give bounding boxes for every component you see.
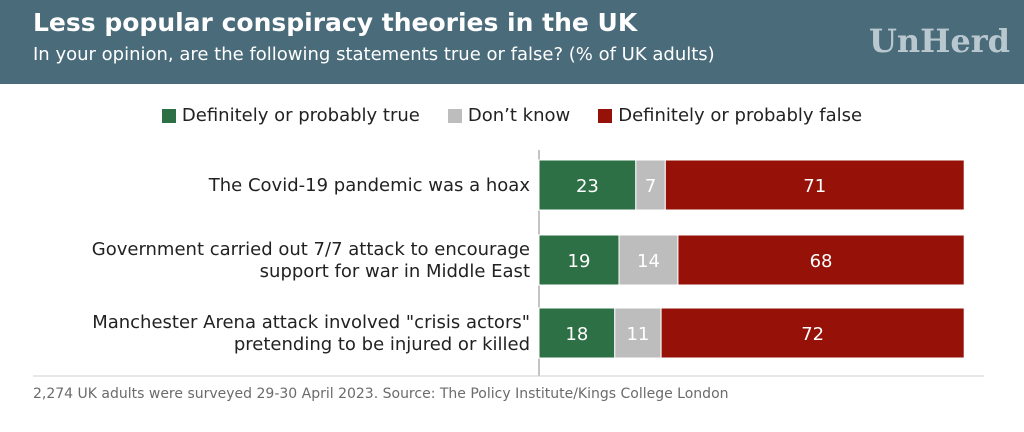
bar-dont-know-2 (618, 234, 679, 286)
data-label-dont-know-3: 11 (626, 324, 649, 345)
category-label-1: The Covid-19 pandemic was a hoax (208, 175, 531, 196)
legend-item-dont-know: Don’t know (447, 105, 571, 126)
legend-swatch-true (161, 108, 176, 123)
category-label-2-line-2: support for war in Middle East (260, 261, 530, 282)
data-label-true-1: 23 (576, 176, 599, 197)
chart-subtitle: In your opinion, are the following state… (33, 44, 715, 65)
footnote: 2,274 UK adults were surveyed 29-30 Apri… (33, 386, 729, 402)
data-label-false-2: 68 (810, 251, 833, 272)
legend-label-true: Definitely or probably true (181, 105, 420, 126)
data-label-dont-know-1: 7 (645, 176, 656, 197)
category-label-2-line-1: Government carried out 7/7 attack to enc… (92, 239, 530, 260)
bar-false-1 (664, 159, 965, 211)
bar-true-1 (538, 159, 637, 211)
brand-logo: UnHerd (869, 22, 1010, 60)
legend-label-false: Definitely or probably false (618, 105, 863, 126)
bar-dont-know-3 (614, 307, 662, 359)
category-label-3-line-1: Manchester Arena attack involved "crisis… (92, 312, 530, 333)
bar-false-3 (660, 307, 965, 359)
bar-true-2 (538, 234, 620, 286)
data-label-false-3: 72 (801, 324, 824, 345)
category-label-3-line-2: pretending to be injured or killed (234, 334, 530, 355)
legend-swatch-dont-know (447, 108, 462, 123)
legend-swatch-false (598, 108, 613, 123)
data-label-dont-know-2: 14 (637, 251, 660, 272)
data-label-false-1: 71 (803, 176, 826, 197)
bar-true-3 (538, 307, 616, 359)
data-label-true-3: 18 (565, 324, 588, 345)
legend-item-false: Definitely or probably false (598, 105, 862, 126)
chart-title: Less popular conspiracy theories in the … (33, 8, 638, 37)
header-banner: Less popular conspiracy theories in the … (0, 0, 1024, 84)
data-label-true-2: 19 (568, 251, 591, 272)
legend-label-dont-know: Don’t know (467, 105, 571, 126)
legend-item-true: Definitely or probably true (161, 105, 420, 126)
chart-legend: Definitely or probably true Don’t know D… (0, 105, 1024, 126)
bar-false-2 (677, 234, 965, 286)
